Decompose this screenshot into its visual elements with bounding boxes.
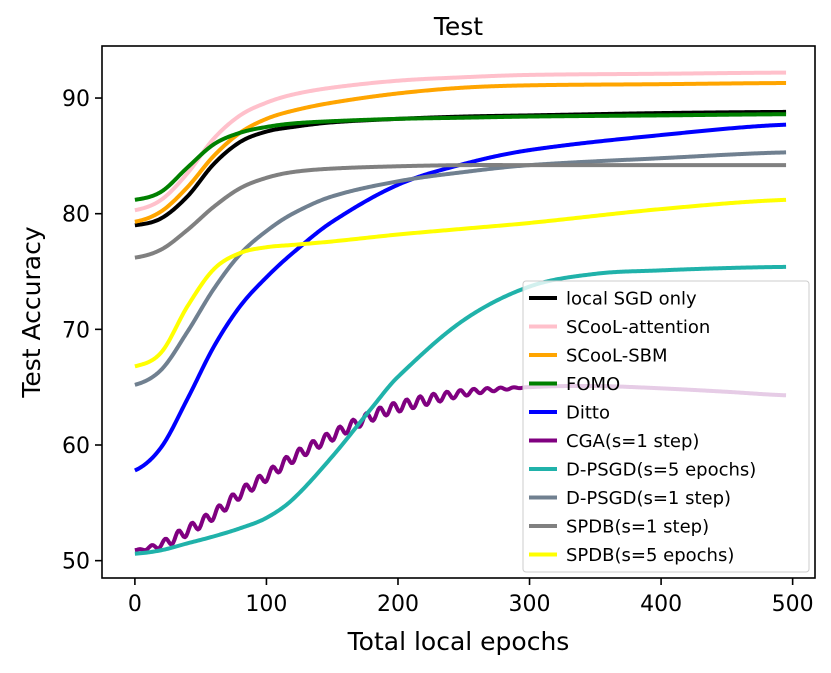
series-layer: [134, 70, 787, 556]
x-tick-label: 100: [245, 592, 287, 617]
y-tick-label: 80: [62, 203, 90, 228]
x-tick-label: 400: [640, 592, 682, 617]
legend-label-d-psgd-s-5-epochs: D-PSGD(s=5 epochs): [566, 460, 756, 481]
y-axis: 50 60 70 80 90: [62, 87, 102, 575]
series-line-fomo: [134, 112, 787, 202]
y-tick-label: 70: [62, 318, 90, 343]
x-axis-title: Total local epochs: [347, 627, 570, 656]
series-line-spdb-s-1-step: [134, 163, 787, 260]
legend-label-scool-sbm: SCooL-SBM: [566, 346, 668, 367]
series-line-d-psgd-s-5-epochs: [134, 264, 787, 556]
plot-frame: [101, 45, 816, 579]
legend-label-cga-s-1-step: CGA(s=1 step): [566, 431, 699, 452]
x-axis: 0 100 200 300 400 500: [128, 578, 814, 617]
y-tick-label: 50: [62, 550, 90, 575]
y-tick-label: 60: [62, 434, 90, 459]
legend-label-ditto: Ditto: [566, 403, 610, 424]
legend-box: [522, 280, 810, 573]
legend-label-fomo: FOMO: [566, 374, 620, 395]
y-axis-title: Test Accuracy: [17, 226, 46, 399]
x-tick-label: 300: [509, 592, 551, 617]
legend: local SGD only SCooL-attention SCooL-SBM FO…: [522, 280, 810, 573]
legend-label-scool-attention: SCooL-attention: [566, 317, 710, 338]
series-line-scool-attention: [134, 70, 787, 213]
series-line-spdb-s-5-epochs: [134, 197, 787, 369]
legend-label-local-sgd-only: local SGD only: [566, 289, 697, 310]
x-tick-label: 0: [128, 592, 142, 617]
chart-title: Test: [433, 12, 483, 41]
legend-label-d-psgd-s-1-step: D-PSGD(s=1 step): [566, 488, 731, 509]
y-tick-label: 90: [62, 87, 90, 112]
x-tick-label: 500: [772, 592, 814, 617]
x-tick-label: 200: [377, 592, 419, 617]
legend-label-spdb-s-5-epochs: SPDB(s=5 epochs): [566, 545, 734, 566]
legend-label-spdb-s-1-step: SPDB(s=1 step): [566, 517, 709, 538]
